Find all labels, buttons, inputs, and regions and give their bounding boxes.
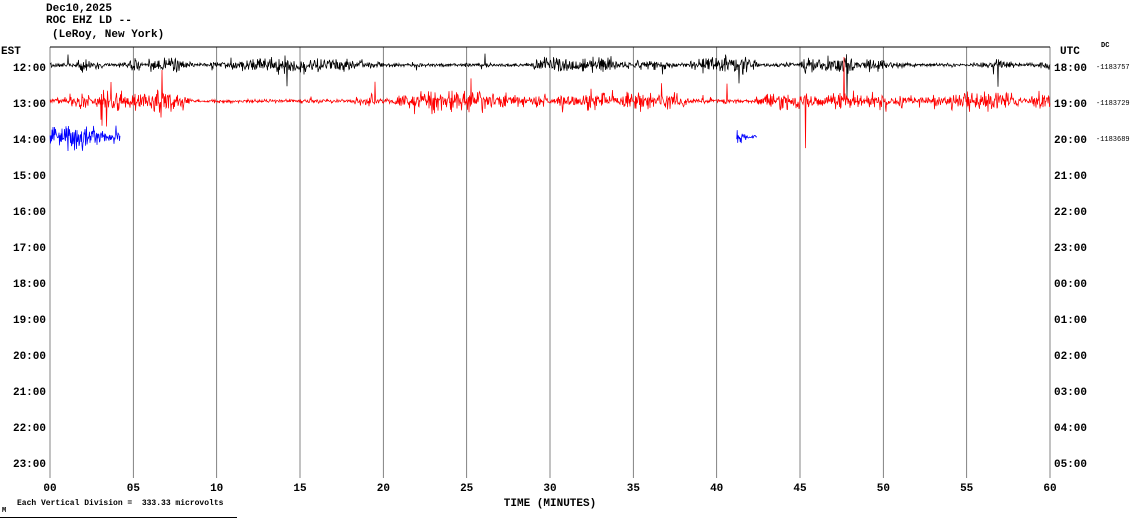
x-tick-label: 00: [43, 483, 56, 495]
right-hour-label: 00:00: [1054, 279, 1087, 291]
left-hour-label: 19:00: [13, 315, 46, 327]
x-tick-label: 35: [627, 483, 641, 495]
left-hour-label: 21:00: [13, 387, 46, 399]
x-tick-label: 45: [793, 483, 807, 495]
left-hour-label: 20:00: [13, 351, 46, 363]
right-timezone-label: UTC: [1060, 46, 1080, 58]
left-hour-label: 16:00: [13, 207, 46, 219]
trace-est-1400-blue: [49, 125, 121, 152]
scale-note: Each Vertical Division = 333.33 microvol…: [17, 499, 224, 508]
dc-label: DC: [1101, 42, 1110, 50]
right-hour-label: 20:00: [1054, 135, 1087, 147]
station-label: ROC EHZ LD --: [46, 15, 132, 27]
left-hour-label: 13:00: [13, 99, 46, 111]
right-hour-label: 22:00: [1054, 207, 1087, 219]
trace-est-1300-red: [49, 56, 1051, 149]
x-axis-title: TIME (MINUTES): [504, 498, 596, 510]
counts-annotation: -1183757: [1096, 64, 1130, 72]
x-tick-label: 55: [960, 483, 974, 495]
x-tick-label: 60: [1043, 483, 1056, 495]
x-tick-label: 05: [127, 483, 141, 495]
footer-underline: [0, 517, 237, 518]
left-hour-label: 12:00: [13, 63, 46, 75]
x-tick-label: 40: [710, 483, 723, 495]
trace-est-1200-black: [49, 53, 1051, 98]
x-tick-label: 50: [877, 483, 890, 495]
left-hour-label: 15:00: [13, 171, 46, 183]
x-tick-label: 30: [543, 483, 556, 495]
right-hour-label: 19:00: [1054, 99, 1087, 111]
right-hour-label: 21:00: [1054, 171, 1087, 183]
left-hour-label: 18:00: [13, 279, 46, 291]
left-hour-label: 22:00: [13, 423, 46, 435]
right-hour-label: 18:00: [1054, 63, 1087, 75]
right-hour-label: 23:00: [1054, 243, 1087, 255]
counts-annotation: -1183729: [1096, 100, 1130, 108]
right-hour-label: 03:00: [1054, 387, 1087, 399]
right-hour-label: 05:00: [1054, 459, 1087, 471]
location-label: (LeRoy, New York): [52, 29, 165, 41]
x-tick-label: 25: [460, 483, 474, 495]
corner-mark: M: [2, 507, 7, 515]
date-label: Dec10,2025: [46, 3, 113, 15]
left-hour-label: 14:00: [13, 135, 46, 147]
right-hour-label: 02:00: [1054, 351, 1087, 363]
left-timezone-label: EST: [1, 46, 21, 58]
counts-annotation: -1183689: [1096, 136, 1130, 144]
left-hour-label: 17:00: [13, 243, 46, 255]
x-tick-label: 15: [293, 483, 307, 495]
trace-est-1400-blue: [736, 130, 758, 144]
right-hour-label: 04:00: [1054, 423, 1087, 435]
x-tick-label: 20: [377, 483, 390, 495]
left-hour-label: 23:00: [13, 459, 46, 471]
x-tick-label: 10: [210, 483, 223, 495]
right-hour-label: 01:00: [1054, 315, 1087, 327]
